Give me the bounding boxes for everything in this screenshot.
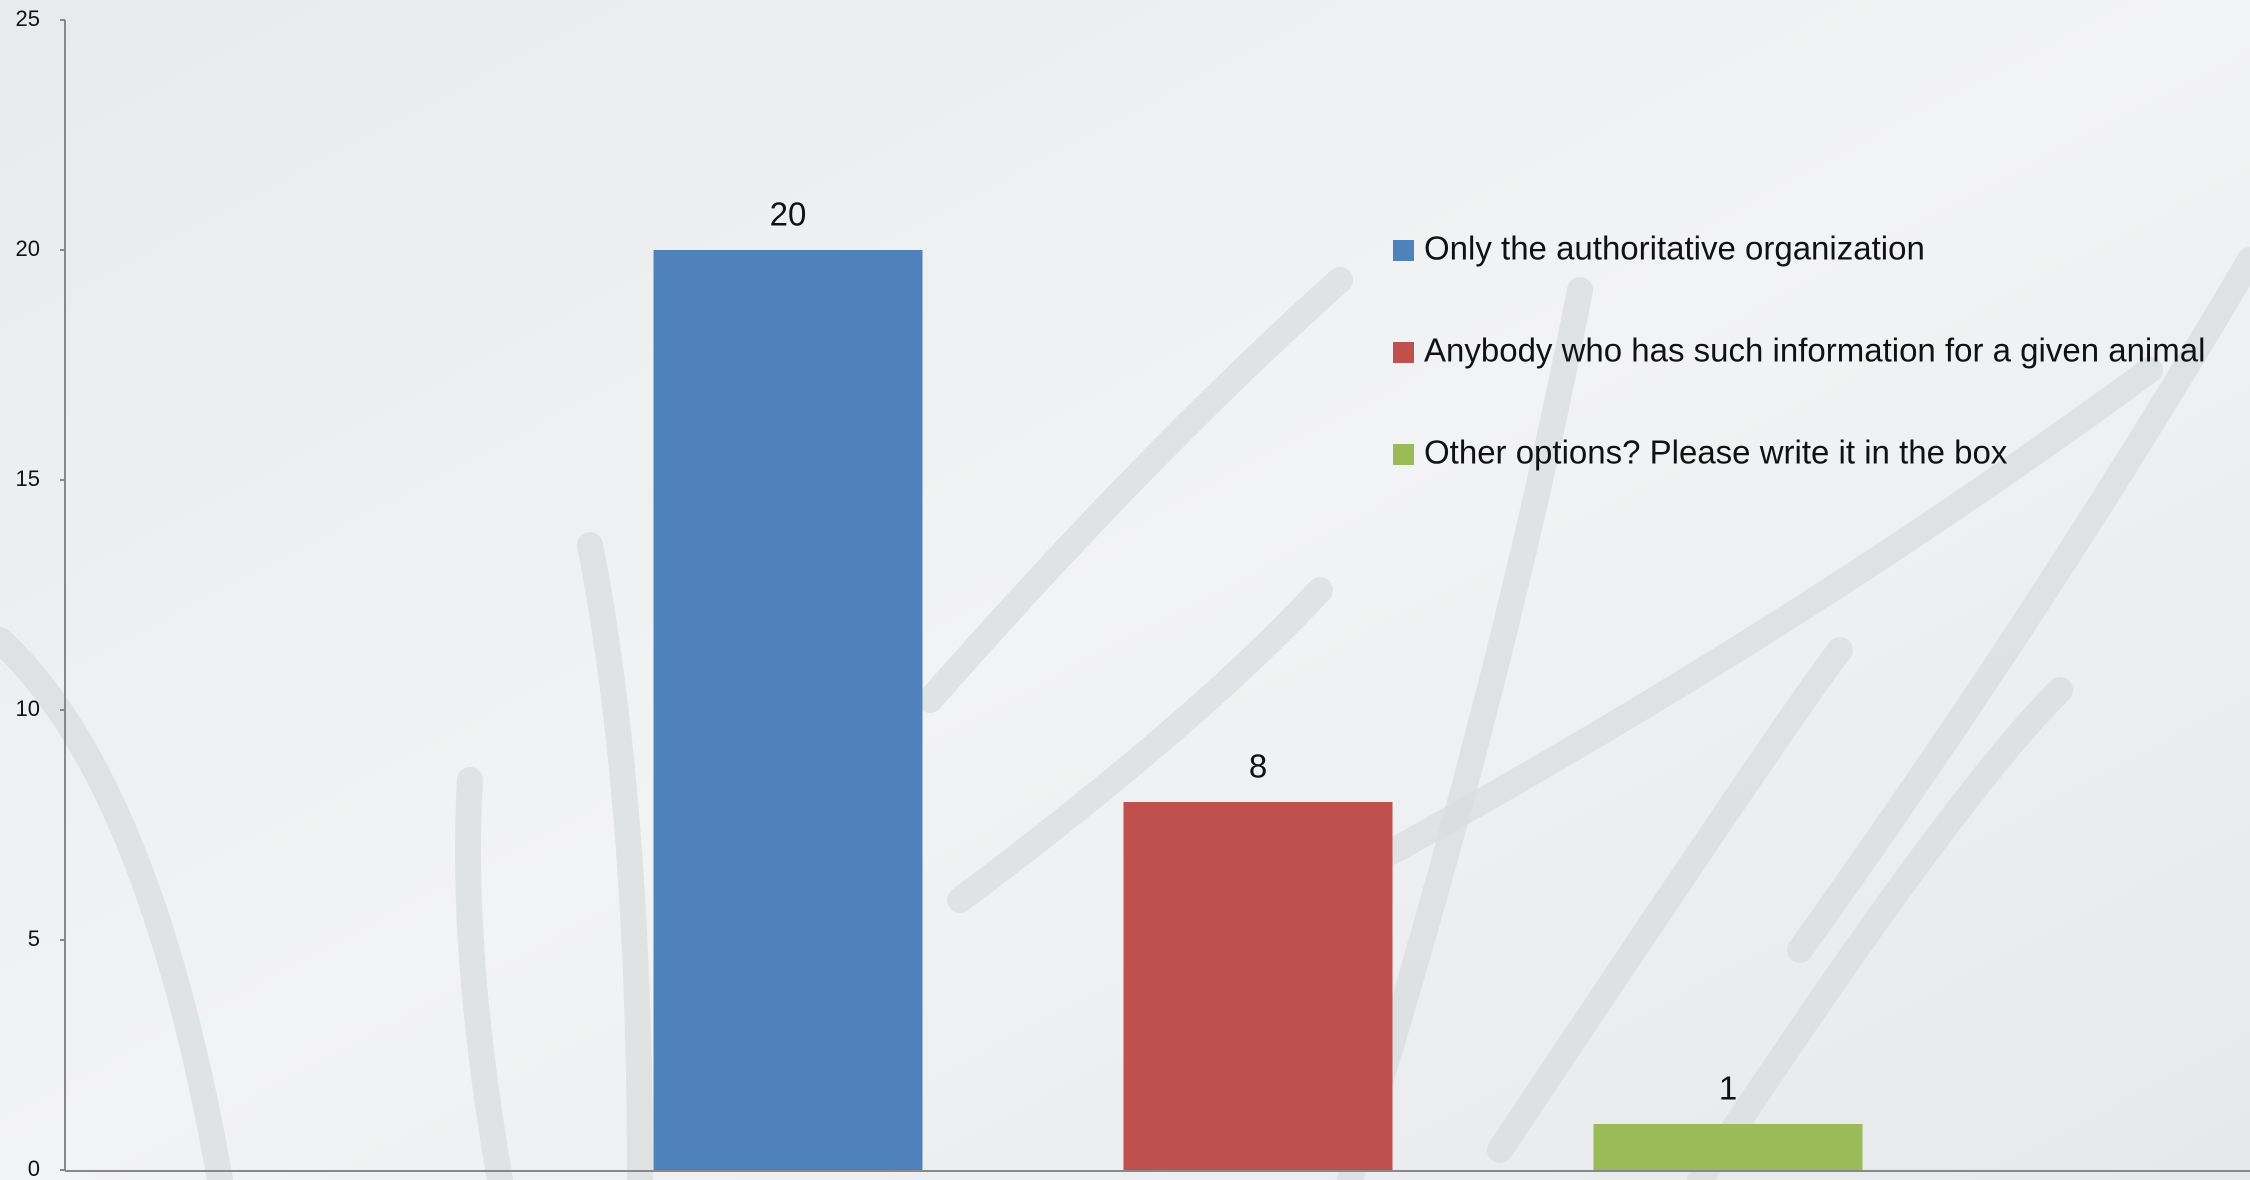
y-tick-label: 15 (16, 466, 40, 491)
bar (1123, 802, 1393, 1170)
y-tick-label: 25 (16, 6, 40, 31)
background-decoration (0, 247, 2250, 1180)
bar (653, 250, 923, 1170)
data-label: 20 (770, 196, 807, 233)
legend-label: Other options? Please write it in the bo… (1424, 434, 2008, 471)
legend-label: Only the authoritative organization (1424, 230, 1925, 267)
legend-label: Anybody who has such information for a g… (1424, 332, 2205, 369)
legend-swatch (1393, 240, 1414, 261)
legend-swatch (1393, 342, 1414, 363)
legend-swatch (1393, 444, 1414, 465)
bar (1593, 1124, 1863, 1170)
y-tick-label: 10 (16, 696, 40, 721)
y-tick-label: 5 (28, 926, 40, 951)
y-tick-label: 20 (16, 236, 40, 261)
data-label: 1 (1719, 1070, 1737, 1107)
data-label: 8 (1249, 748, 1267, 785)
y-tick-label: 0 (28, 1156, 40, 1180)
